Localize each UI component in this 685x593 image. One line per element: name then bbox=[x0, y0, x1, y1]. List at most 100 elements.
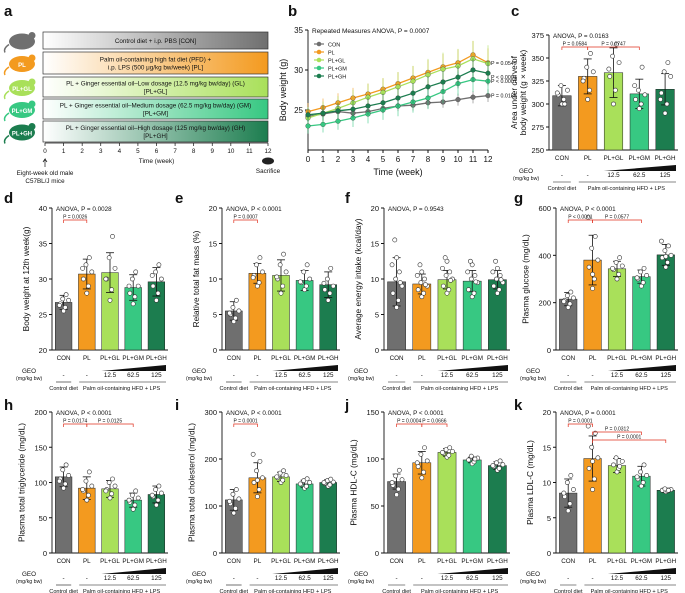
data-point bbox=[86, 283, 91, 289]
data-point bbox=[568, 473, 574, 478]
x-tick-label: PL+GH bbox=[318, 355, 339, 362]
end-p-label: P = 0.0549 bbox=[491, 61, 517, 67]
data-point bbox=[564, 480, 570, 485]
panel-letter: i bbox=[175, 397, 179, 414]
data-point bbox=[132, 294, 138, 300]
x-tick-label: PL+GM bbox=[122, 355, 144, 362]
bar-PL+GM bbox=[462, 453, 482, 554]
comparison-bracket bbox=[421, 423, 448, 427]
dose-value: 125 bbox=[323, 372, 334, 379]
data-point bbox=[396, 467, 402, 473]
dose-value: - bbox=[421, 372, 423, 379]
data-point bbox=[662, 110, 668, 116]
bar-CON bbox=[54, 292, 73, 351]
y-tick-label: 100 bbox=[34, 479, 47, 488]
chart-title: ANOVA, P = 0.0163 bbox=[553, 33, 609, 40]
data-point bbox=[62, 481, 68, 487]
data-point bbox=[619, 263, 625, 269]
bar-CON bbox=[225, 487, 243, 554]
start-note: Eight-week old male bbox=[17, 170, 74, 177]
data-point bbox=[84, 497, 90, 503]
bar-CON bbox=[559, 473, 578, 554]
data-point bbox=[491, 283, 497, 289]
data-point bbox=[325, 297, 331, 303]
control-label: Control diet bbox=[382, 386, 411, 392]
x-tick-label: 2 bbox=[336, 155, 341, 164]
data-point bbox=[324, 276, 330, 282]
data-point bbox=[126, 283, 132, 289]
bar-CON bbox=[559, 289, 578, 351]
dose-value: 12.5 bbox=[104, 575, 117, 582]
data-point bbox=[283, 473, 289, 478]
comparison-bracket bbox=[592, 431, 642, 435]
x-tick-label: CON bbox=[561, 355, 575, 362]
data-point bbox=[394, 492, 399, 498]
bar bbox=[607, 465, 627, 554]
panel-letter: k bbox=[514, 397, 523, 414]
data-point bbox=[446, 452, 452, 458]
x-tick-label: PL+GM bbox=[294, 558, 316, 565]
data-point bbox=[399, 477, 405, 483]
chart-title: ANOVA, P < 0.0001 bbox=[388, 410, 444, 417]
data-point bbox=[423, 282, 428, 288]
group-bar bbox=[42, 98, 269, 120]
data-point bbox=[586, 264, 592, 270]
data-point bbox=[107, 297, 113, 303]
x-tick-label: PL+GH bbox=[487, 558, 508, 565]
data-point bbox=[638, 469, 643, 475]
control-label: Control diet bbox=[382, 589, 411, 593]
legend-marker bbox=[316, 65, 322, 71]
data-point bbox=[153, 502, 159, 508]
data-point bbox=[156, 483, 162, 489]
dose-value: 62.5 bbox=[635, 575, 648, 582]
x-tick-label: CON bbox=[555, 155, 569, 162]
y-tick-label: 10 bbox=[543, 479, 551, 488]
x-tick-label: PL bbox=[83, 355, 91, 362]
bar-PL+GH bbox=[488, 458, 507, 554]
dose-value: - bbox=[396, 575, 398, 582]
comparison-bracket bbox=[567, 423, 593, 427]
data-point bbox=[638, 101, 644, 107]
dose-wedge bbox=[272, 568, 338, 574]
x-tick-label: PL+GM bbox=[461, 355, 483, 362]
x-tick-label: 10 bbox=[454, 155, 463, 164]
comparison-label: P = 0.0747 bbox=[601, 42, 625, 48]
data-point bbox=[635, 87, 641, 93]
data-point bbox=[613, 41, 619, 47]
bar-CON bbox=[552, 83, 572, 151]
x-tick-label: 1 bbox=[321, 155, 326, 164]
data-point bbox=[153, 297, 159, 303]
x-tick-label: 11 bbox=[469, 155, 478, 164]
data-point bbox=[328, 265, 334, 271]
data-point bbox=[496, 287, 502, 293]
data-point bbox=[580, 78, 586, 84]
data-point bbox=[661, 69, 667, 75]
data-point bbox=[303, 283, 309, 289]
data-point bbox=[561, 97, 567, 102]
dose-value: 12.5 bbox=[607, 172, 620, 179]
group-text: [PL+GH] bbox=[143, 133, 168, 140]
chart-title: ANOVA, P = 0.9543 bbox=[388, 206, 444, 213]
bar-PL bbox=[248, 451, 267, 554]
y-tick-label: 20 bbox=[39, 346, 47, 355]
data-point bbox=[450, 449, 455, 454]
bar bbox=[387, 481, 406, 554]
data-point bbox=[640, 280, 646, 285]
comparison-bracket bbox=[233, 219, 258, 223]
data-point bbox=[494, 460, 499, 466]
mouse-tail bbox=[3, 90, 10, 100]
panel-e: e 0 5 10 15 20 Relative total fat mass (%) ANOV… bbox=[175, 190, 340, 392]
comparison-bracket bbox=[86, 423, 134, 427]
data-point bbox=[112, 265, 118, 271]
x-tick-label: PL bbox=[254, 355, 262, 362]
data-point bbox=[80, 265, 86, 271]
data-point bbox=[233, 487, 239, 492]
x-tick-label: PL+GM bbox=[122, 558, 144, 565]
bar-PL+GM bbox=[632, 462, 651, 554]
geo-label: GEO bbox=[192, 571, 206, 578]
data-point bbox=[640, 480, 646, 485]
panel-i: i 0 100 200 300 Plasma total cholesterol (mg/… bbox=[175, 397, 340, 593]
panel-letter: h bbox=[4, 397, 13, 414]
data-point bbox=[150, 283, 156, 289]
